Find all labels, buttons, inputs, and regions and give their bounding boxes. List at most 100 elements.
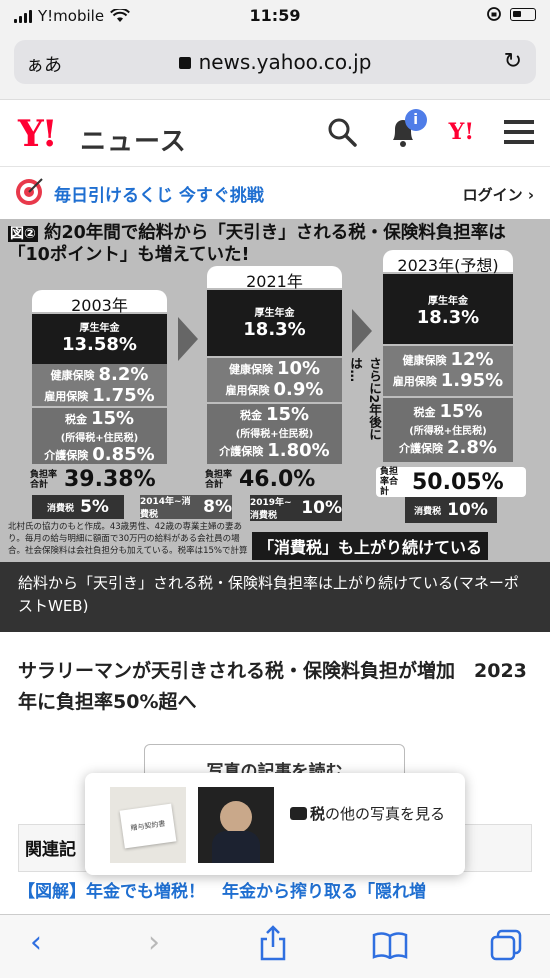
column-year: 2021年 [207,266,342,291]
reader-options-button[interactable]: ぁあ [26,55,62,76]
address-bar[interactable]: ぁあ news.yahoo.co.jp ↻ [14,40,536,84]
share-icon[interactable] [258,925,288,961]
employ-label: 雇用保険 [392,374,437,388]
tax-sub: (所得税+住民税) [235,429,314,440]
carrier-label: Y!mobile [38,7,105,25]
pension-label: 厚生年金 [254,308,295,319]
tax-care-block: 税金 15% (所得税+住民税) 介護保険 0.85% [32,408,167,465]
figure-badge: 図② [8,226,38,242]
health-value: 10% [276,358,321,379]
care-label: 介護保険 [219,444,264,458]
back-icon[interactable]: ‹ [30,925,42,960]
photo-thumbnail[interactable] [198,787,274,863]
photo-thumbnail[interactable]: 贈与契約書 [110,787,186,863]
suit-image [212,831,260,863]
related-link[interactable]: 【図解】年金でも増税！ 年金から搾り取る「隠れ増 [18,882,426,902]
forward-icon[interactable]: › [148,925,160,960]
tax-value: 15% [90,408,135,429]
article-headline[interactable]: サラリーマンが天引きされる税・保険料負担が増加 2023年に負担率50%超へ [18,660,527,713]
more-photos-popup[interactable]: 贈与契約書 税の他の写真を見る [85,773,465,875]
total-2003: 負担率合計 39.38% [30,467,175,492]
pension-value: 18.3% [243,319,306,340]
total-label: 負担率合計 [30,469,58,490]
notification-button[interactable]: i [387,109,427,149]
care-value: 0.85% [92,444,155,465]
tax-value: 15% [265,404,310,425]
yahoo-logo[interactable]: Y! [18,113,57,155]
tax-label: 税金 [413,405,436,419]
figure-title-line2: 「10ポイント」も増えていた! [8,245,250,265]
url-text[interactable]: news.yahoo.co.jp [198,50,372,74]
arrow-icon [352,309,372,353]
cons-label: 消費税 [414,506,442,517]
tax-sub: (所得税+住民税) [60,433,139,444]
total-label: 負担率合計 [380,467,399,497]
cons-label: 2019年~消費税 [250,498,292,521]
section-title[interactable]: ニュース [80,127,187,157]
article-figure[interactable]: 図② 約20年間で給料から「天引き」される税・保険料負担率は 「10ポイント」も… [0,219,550,562]
figure-caption: 給料から「天引き」される税・保険料負担率は上がり続けている(マネーポストWEB) [0,562,550,632]
target-icon [16,178,43,205]
pension-block: 厚生年金 13.58% [32,314,167,364]
cons-value: 8% [203,497,232,517]
total-value: 50.05% [412,469,504,495]
figure-title-line1: 約20年間で給料から「天引き」される税・保険料負担率は [43,223,506,243]
tax-sub: (所得税+住民税) [409,426,487,437]
health-value: 12% [450,349,494,370]
signal-icon [14,9,32,23]
health-employ-block: 健康保険 10% 雇用保険 0.9% [207,358,342,402]
pension-label: 厚生年金 [428,296,468,307]
photos-keyword: 税 [310,805,326,823]
total-label: 負担率合計 [205,469,233,490]
lottery-banner: 毎日引けるくじ 今すぐ挑戦 ログイン › [0,168,550,218]
browser-address-area: ぁあ news.yahoo.co.jp ↻ [0,32,550,100]
care-label: 介護保険 [44,448,89,462]
tax-label: 税金 [239,408,262,422]
login-label: ログイン [462,186,523,204]
employ-label: 雇用保険 [225,383,270,397]
tax-care-block: 税金 15% (所得税+住民税) 介護保険 1.80% [207,404,342,464]
tabs-icon[interactable] [490,929,522,961]
tax-value: 15% [439,401,483,422]
cons-value: 10% [301,498,342,518]
total-2021: 負担率合計 46.0% [205,467,350,492]
cons-value: 5% [80,497,109,517]
figure-title: 図② 約20年間で給料から「天引き」される税・保険料負担率は 「10ポイント」も… [8,223,506,266]
battery-icon [510,7,536,21]
search-icon[interactable] [327,117,357,147]
employ-label: 雇用保険 [44,389,89,403]
reload-icon[interactable]: ↻ [503,49,522,74]
more-photos-link[interactable]: 税の他の写真を見る [290,803,460,825]
column-year: 2023年(予想) [383,250,513,275]
figure-note: 北村氏の協力のもと作成。43歳男性、42歳の専業主婦の妻あり。毎月の給与明細に額… [8,522,248,556]
browser-toolbar: ‹ › [0,914,550,978]
consumption-tax-2014: 2014年~消費税 8% [140,495,232,520]
consumption-tax-2019: 2019年~消費税 10% [250,495,342,521]
employ-value: 1.95% [440,370,504,391]
cons-label: 消費税 [47,503,75,514]
vertical-note: さらに2年後には… [348,357,382,441]
health-label: 健康保険 [50,368,95,382]
pension-block: 厚生年金 18.3% [207,290,342,356]
clock: 11:59 [249,6,301,25]
info-badge: i [404,109,427,131]
employ-value: 0.9% [273,379,324,400]
health-label: 健康保険 [402,353,447,367]
lottery-link[interactable]: 毎日引けるくじ 今すぐ挑戦 [54,186,264,206]
menu-icon[interactable] [504,119,534,145]
photos-text: の他の写真を見る [325,805,446,823]
cons-value: 10% [447,500,488,520]
figure-banner: 「消費税」も上がり続けている [252,532,489,560]
employ-value: 1.75% [92,385,155,406]
yahoo-top-icon[interactable]: Y! [448,119,474,145]
orientation-lock-icon [487,7,501,21]
login-link[interactable]: ログイン › [462,186,534,204]
camera-icon [290,807,307,820]
pension-label: 厚生年金 [79,323,120,334]
care-value: 2.8% [447,437,497,458]
bookmarks-icon[interactable] [372,931,408,959]
column-year: 2003年 [32,290,167,315]
status-bar: Y!mobile 11:59 [0,0,550,32]
person-image [220,801,252,833]
contract-paper-image: 贈与契約書 [119,803,177,849]
